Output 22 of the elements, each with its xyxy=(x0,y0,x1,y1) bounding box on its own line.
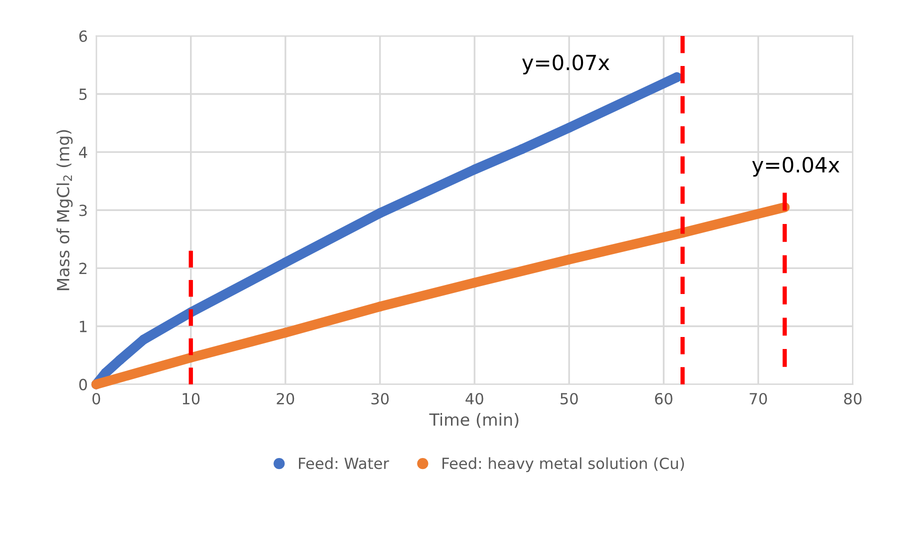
legend-label: Feed: heavy metal solution (Cu) xyxy=(442,457,684,472)
x-axis-title: Time (min) xyxy=(429,413,518,428)
y-tick-label: 5 xyxy=(79,88,87,100)
x-tick-label: 60 xyxy=(655,392,672,404)
x-tick-label: 10 xyxy=(182,392,200,404)
y-tick-label: 4 xyxy=(78,146,88,158)
x-tick-label: 50 xyxy=(560,392,578,404)
annotation: y=0.07x xyxy=(522,54,610,74)
annotation: y=0.04x xyxy=(752,156,840,177)
x-tick-label: 80 xyxy=(844,392,862,404)
x-tick-label: 20 xyxy=(276,392,294,404)
x-tick-label: 0 xyxy=(92,392,100,404)
y-tick-label: 3 xyxy=(79,204,87,216)
legend-label: Feed: Water xyxy=(298,457,390,470)
y-tick-label: 1 xyxy=(80,320,87,332)
x-tick-label: 70 xyxy=(750,392,767,404)
x-tick-label: 30 xyxy=(371,392,389,404)
y-tick-label: 0 xyxy=(79,378,87,390)
y-tick-label: 6 xyxy=(79,30,87,42)
x-tick-label: 40 xyxy=(466,392,484,404)
y-axis-title: Mass of MgCl$_{2}$ (mg) xyxy=(56,130,73,290)
y-tick-label: 2 xyxy=(79,262,86,274)
